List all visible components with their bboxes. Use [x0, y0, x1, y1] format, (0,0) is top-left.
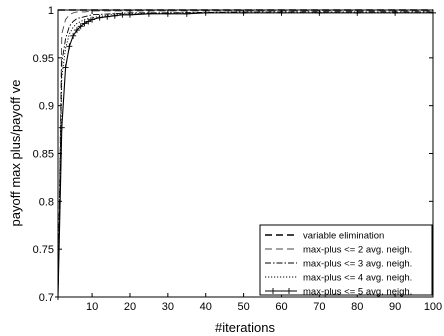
y-tick-label: 0.95	[33, 53, 54, 65]
series-5-point	[58, 124, 65, 131]
series-5-point	[73, 27, 80, 34]
series-5-point	[104, 13, 111, 20]
y-tick-label: 0.8	[39, 196, 54, 208]
x-tick-label: 10	[86, 301, 98, 313]
series-5-point	[89, 16, 96, 23]
x-tick-label: 70	[313, 301, 325, 313]
y-tick-label: 0.85	[33, 149, 54, 161]
series-5-point	[66, 43, 73, 50]
legend-marker	[286, 288, 292, 294]
legend-label-2: max-plus <= 2 avg. neigh.	[303, 245, 412, 256]
series-5-point	[96, 14, 103, 21]
legend-label-5: max-plus <= 5 avg. neigh.	[303, 287, 412, 298]
x-tick-label: 30	[162, 301, 174, 313]
legend-label-4: max-plus <= 4 avg. neigh.	[303, 273, 412, 284]
y-axis-label: payoff max plus/payoff ve	[8, 80, 23, 227]
x-tick-label: 80	[351, 301, 363, 313]
y-tick-label: 1	[48, 5, 54, 17]
x-axis-label: #iterations	[215, 320, 275, 335]
x-tick-label: 100	[424, 301, 442, 313]
series-5-point	[111, 12, 118, 19]
legend-marker	[270, 288, 276, 294]
series-5-point	[145, 10, 152, 17]
series-5-point	[62, 64, 69, 71]
x-tick-label: 40	[200, 301, 212, 313]
y-tick-label: 0.75	[33, 244, 54, 256]
y-tick-label: 0.9	[39, 101, 54, 113]
x-tick-label: 90	[389, 301, 401, 313]
legend-label-3: max-plus <= 3 avg. neigh.	[303, 259, 412, 270]
legend-label-1: variable elimination	[303, 231, 384, 242]
series-5-point	[81, 20, 88, 27]
series-5-point	[119, 11, 126, 18]
y-tick-label: 0.7	[39, 292, 54, 304]
x-tick-label: 50	[237, 301, 249, 313]
x-tick-label: 20	[124, 301, 136, 313]
tick-layer: 10 20 30 40 50 60 70 80 90 100 0.7 0.75 0.8 0.85 0.9 0.…	[33, 5, 443, 313]
legend: variable elimination max-plus <= 2 avg. n…	[259, 224, 433, 298]
series-5-point	[77, 23, 84, 30]
series-5-point	[85, 18, 92, 25]
series-5-point	[70, 32, 77, 39]
series-line-2	[57, 10, 433, 298]
x-tick-label: 60	[275, 301, 287, 313]
series-5-point	[183, 10, 190, 17]
legend-box	[259, 224, 433, 296]
